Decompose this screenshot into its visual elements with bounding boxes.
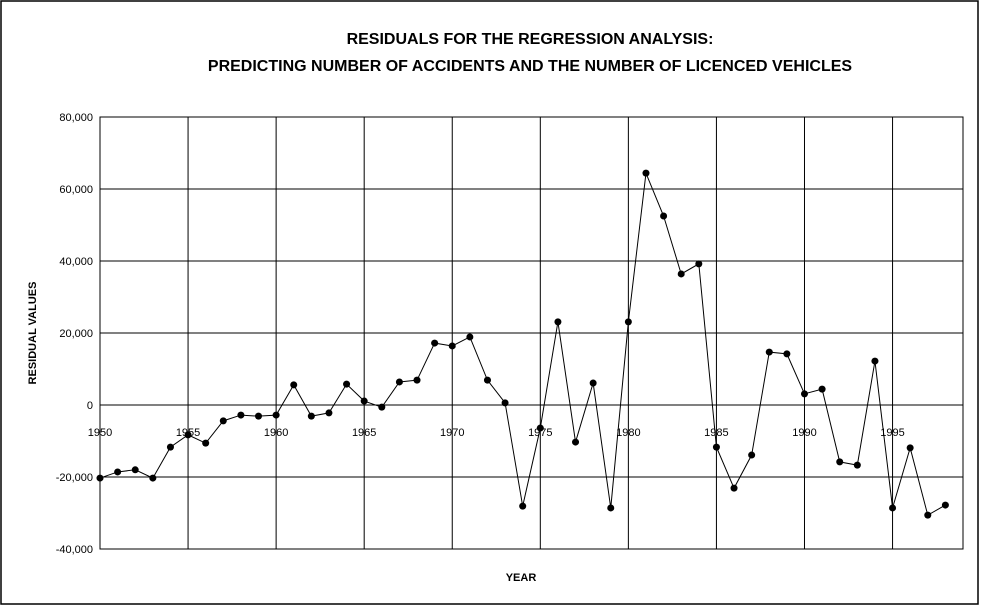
data-point xyxy=(519,502,527,510)
data-point xyxy=(96,474,104,482)
x-tick-label: 1990 xyxy=(792,427,816,439)
x-tick-label: 1970 xyxy=(440,427,464,439)
data-point xyxy=(237,411,245,419)
data-point xyxy=(536,424,544,432)
data-point xyxy=(501,399,509,407)
data-point xyxy=(307,412,315,420)
data-point xyxy=(800,390,808,398)
data-point xyxy=(660,212,668,220)
data-point xyxy=(730,484,738,492)
data-point xyxy=(378,403,386,411)
x-tick-label: 1965 xyxy=(352,427,376,439)
data-point xyxy=(712,443,720,451)
x-tick-label: 1980 xyxy=(616,427,640,439)
data-point xyxy=(836,458,844,466)
data-point xyxy=(325,409,333,417)
y-tick-label: -20,000 xyxy=(56,472,93,484)
chart-title: RESIDUALS FOR THE REGRESSION ANALYSIS: xyxy=(347,31,714,48)
data-point xyxy=(149,474,157,482)
x-tick-label: 1950 xyxy=(88,427,112,439)
data-point xyxy=(483,376,491,384)
x-tick-label: 1985 xyxy=(704,427,728,439)
data-point xyxy=(906,444,914,452)
data-point xyxy=(554,318,562,326)
y-tick-label: 40,000 xyxy=(59,256,93,268)
data-point xyxy=(889,504,897,512)
data-point xyxy=(131,466,139,474)
data-point xyxy=(853,461,861,469)
data-point xyxy=(941,501,949,509)
data-point xyxy=(343,380,351,388)
data-point xyxy=(695,260,703,268)
data-point xyxy=(448,342,456,350)
x-tick-label: 1960 xyxy=(264,427,288,439)
data-point xyxy=(748,451,756,459)
data-point xyxy=(783,350,791,358)
y-tick-label: 20,000 xyxy=(59,328,93,340)
data-point xyxy=(607,504,615,512)
data-point xyxy=(184,431,192,439)
data-point xyxy=(219,417,227,425)
data-point xyxy=(677,270,685,278)
data-point xyxy=(765,348,773,356)
data-point xyxy=(589,379,597,387)
data-point xyxy=(431,339,439,347)
data-point xyxy=(413,376,421,384)
y-tick-label: 60,000 xyxy=(59,184,93,196)
data-point xyxy=(624,318,632,326)
x-tick-label: 1975 xyxy=(528,427,552,439)
data-point xyxy=(871,357,879,365)
y-tick-label: -40,000 xyxy=(56,544,93,556)
data-point xyxy=(360,397,368,405)
data-point xyxy=(572,438,580,446)
x-tick-label: 1995 xyxy=(880,427,904,439)
data-point xyxy=(272,411,280,419)
data-point xyxy=(924,511,932,519)
data-point xyxy=(818,385,826,393)
chart-subtitle: PREDICTING NUMBER OF ACCIDENTS AND THE N… xyxy=(208,58,852,75)
y-tick-label: 0 xyxy=(87,400,93,412)
data-point xyxy=(114,468,122,476)
data-point xyxy=(166,443,174,451)
data-point xyxy=(642,169,650,177)
data-point xyxy=(395,378,403,386)
y-axis-title: RESIDUAL VALUES xyxy=(27,282,39,385)
data-point xyxy=(466,333,474,341)
y-tick-label: 80,000 xyxy=(59,112,93,124)
data-point xyxy=(290,381,298,389)
data-point xyxy=(255,412,263,420)
x-axis-title: YEAR xyxy=(506,572,537,584)
data-point xyxy=(202,439,210,447)
